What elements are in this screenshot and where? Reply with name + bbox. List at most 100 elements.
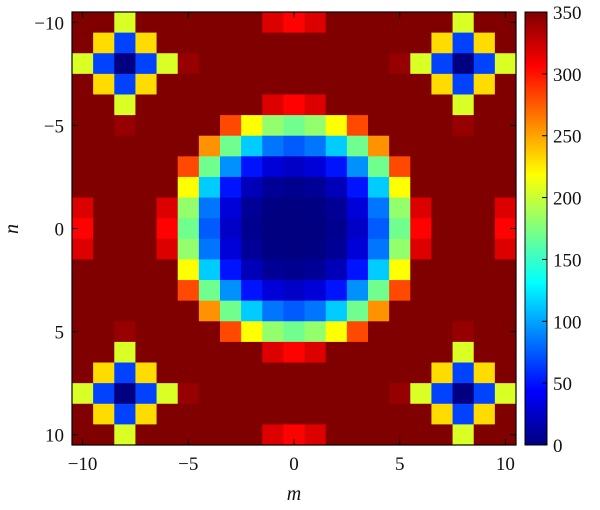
heatmap-cell	[114, 156, 136, 178]
heatmap-cell	[304, 238, 327, 260]
heatmap-cell	[135, 12, 157, 34]
heatmap-cell	[325, 115, 348, 137]
heatmap-cell	[198, 280, 221, 302]
heatmap-cell	[304, 32, 327, 54]
heatmap-cell	[241, 218, 263, 240]
heatmap-cell	[325, 259, 348, 281]
heatmap-cell	[135, 362, 157, 384]
heatmap-cell	[198, 53, 221, 75]
heatmap-cell	[177, 238, 200, 260]
heatmap-cell	[389, 115, 411, 137]
heatmap-cell	[346, 197, 369, 219]
heatmap-cell	[473, 94, 496, 116]
heatmap-cell	[346, 115, 369, 137]
heatmap-cell	[220, 362, 242, 384]
colorbar	[524, 11, 548, 446]
heatmap-cell	[368, 341, 390, 363]
heatmap-cell	[325, 341, 348, 363]
heatmap-cell	[156, 280, 179, 302]
heatmap-cell	[72, 115, 94, 137]
heatmap-cell	[156, 218, 179, 240]
heatmap-cell	[262, 341, 284, 363]
heatmap-cell	[431, 424, 453, 446]
heatmap-cell	[241, 94, 263, 116]
heatmap-cell	[304, 280, 327, 302]
heatmap-cell	[93, 362, 115, 384]
heatmap-cell	[220, 12, 242, 34]
heatmap-cell	[93, 73, 115, 95]
heatmap-cell	[283, 321, 305, 343]
y-tick-label: −10	[34, 13, 64, 34]
heatmap-cell	[283, 383, 305, 405]
heatmap-cell	[93, 341, 115, 363]
heatmap-cell	[177, 383, 200, 405]
heatmap-cell	[325, 383, 348, 405]
heatmap-cell	[114, 300, 136, 322]
colorbar-tick-label: 50	[553, 374, 572, 395]
heatmap-cell	[368, 156, 390, 178]
heatmap-cell	[494, 362, 517, 384]
heatmap-cell	[156, 32, 179, 54]
heatmap-cell	[325, 176, 348, 198]
heatmap-cell	[114, 32, 136, 54]
heatmap-cell	[156, 362, 179, 384]
heatmap-cell	[473, 424, 496, 446]
heatmap-cell	[452, 32, 475, 54]
x-tick-label: 5	[395, 454, 405, 475]
heatmap-cell	[473, 197, 496, 219]
heatmap-cell	[452, 53, 475, 75]
heatmap-cell	[452, 176, 475, 198]
heatmap-cell	[114, 341, 136, 363]
heatmap-cell	[431, 135, 453, 157]
heatmap-cell	[262, 300, 284, 322]
heatmap-cell	[283, 115, 305, 137]
heatmap-cell	[156, 12, 179, 34]
heatmap-cell	[177, 176, 200, 198]
heatmap-cell	[410, 259, 432, 281]
heatmap-cell	[452, 115, 475, 137]
heatmap-cell	[283, 12, 305, 34]
y-tick-label: 10	[45, 426, 64, 447]
heatmap-cell	[389, 197, 411, 219]
heatmap-cell	[452, 218, 475, 240]
heatmap-cell	[473, 218, 496, 240]
heatmap-cell	[283, 197, 305, 219]
heatmap-cell	[346, 94, 369, 116]
heatmap-cell	[262, 12, 284, 34]
heatmap-cell	[262, 53, 284, 75]
heatmap-cell	[135, 73, 157, 95]
heatmap-cell	[72, 53, 94, 75]
heatmap-cell	[114, 197, 136, 219]
x-tick-label: −5	[178, 454, 198, 475]
heatmap-cell	[220, 176, 242, 198]
heatmap-cell	[346, 12, 369, 34]
heatmap-cell	[198, 341, 221, 363]
heatmap-cell	[72, 218, 94, 240]
heatmap-cell	[494, 32, 517, 54]
heatmap-cell	[410, 300, 432, 322]
heatmap-cell	[156, 259, 179, 281]
heatmap-cell	[93, 32, 115, 54]
heatmap-cell	[198, 135, 221, 157]
heatmap-cell	[198, 197, 221, 219]
heatmap-cell	[241, 259, 263, 281]
y-tick-label: −5	[44, 116, 64, 137]
heatmap-cell	[241, 197, 263, 219]
heatmap-cell	[93, 94, 115, 116]
heatmap-cell	[304, 341, 327, 363]
heatmap-cell	[452, 403, 475, 425]
heatmap-cell	[325, 12, 348, 34]
heatmap-cell	[304, 403, 327, 425]
heatmap-cell	[135, 424, 157, 446]
heatmap-cell	[473, 176, 496, 198]
heatmap-cell	[241, 403, 263, 425]
heatmap-cell	[241, 300, 263, 322]
heatmap-cell	[431, 403, 453, 425]
heatmap-cell	[241, 115, 263, 137]
heatmap-cell	[114, 135, 136, 157]
heatmap-cell	[431, 259, 453, 281]
heatmap-cell	[431, 53, 453, 75]
heatmap-cell	[494, 218, 517, 240]
heatmap-cell	[156, 53, 179, 75]
heatmap-cell	[198, 362, 221, 384]
